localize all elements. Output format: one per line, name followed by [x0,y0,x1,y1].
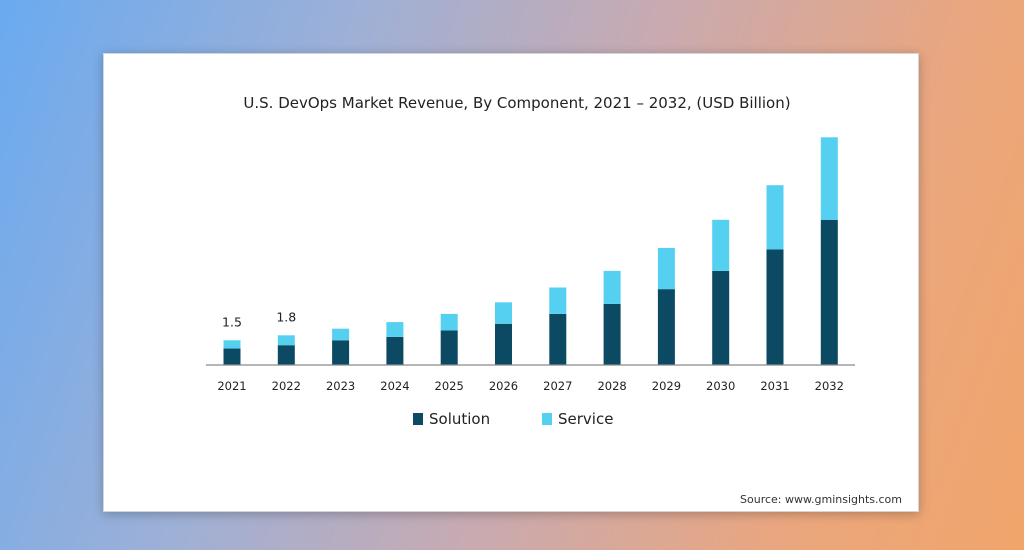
x-tick-2031: 2031 [760,379,789,393]
bar-solution-2025 [440,330,458,365]
bar-service-2030 [712,219,730,271]
chart-canvas: U.S. DevOps Market Revenue, By Component… [206,94,902,506]
bar-service-2031 [766,185,784,250]
bar-solution-2023 [332,340,350,366]
bar-service-2026 [495,302,512,324]
bar-solution-2022 [277,345,295,365]
legend-swatch-solution [413,413,423,425]
bar-solution-2031 [766,249,784,365]
bar-service-2021 [223,340,241,349]
bar-service-2027 [549,287,567,314]
bar-solution-2028 [603,303,621,365]
bar-solution-2021 [223,348,241,365]
bar-service-2022 [277,335,295,346]
x-tick-2032: 2032 [815,379,844,393]
x-tick-2022: 2022 [272,379,301,393]
bar-solution-2030 [712,270,730,365]
bar-service-2028 [603,270,621,304]
x-tick-2027: 2027 [543,379,572,393]
data-label-2021: 1.5 [222,314,242,329]
x-tick-2030: 2030 [706,379,735,393]
x-tick-2023: 2023 [326,379,355,393]
x-tick-2024: 2024 [380,379,409,393]
data-label-2022: 1.8 [276,309,296,324]
bar-service-2023 [332,328,350,341]
bar-service-2025 [440,313,458,331]
legend: Solution Service [413,410,613,428]
source-note: Source: www.gminsights.com [740,493,902,506]
x-tick-2025: 2025 [435,379,464,393]
legend-label-solution: Solution [429,410,490,428]
x-tick-2021: 2021 [217,379,246,393]
chart-card: U.S. DevOps Market Revenue, By Component… [103,53,919,512]
chart-title: U.S. DevOps Market Revenue, By Component… [243,94,790,112]
legend-swatch-service [542,413,552,425]
bar-service-2024 [386,322,404,337]
bar-solution-2026 [495,323,512,366]
bars-group [223,137,838,366]
data-labels: 1.5 1.8 [222,309,296,329]
x-tick-2028: 2028 [597,379,626,393]
bar-solution-2024 [386,336,404,365]
x-tick-2029: 2029 [652,379,681,393]
bar-solution-2032 [820,219,838,365]
bar-service-2032 [820,137,838,220]
bar-solution-2029 [657,289,675,365]
bar-service-2029 [657,247,675,290]
x-tick-2026: 2026 [489,379,518,393]
bar-solution-2027 [549,313,567,365]
legend-label-service: Service [558,410,613,428]
x-tick-labels: 2021 2022 2023 2024 2025 2026 2027 2028 2029 2030… [217,379,844,393]
